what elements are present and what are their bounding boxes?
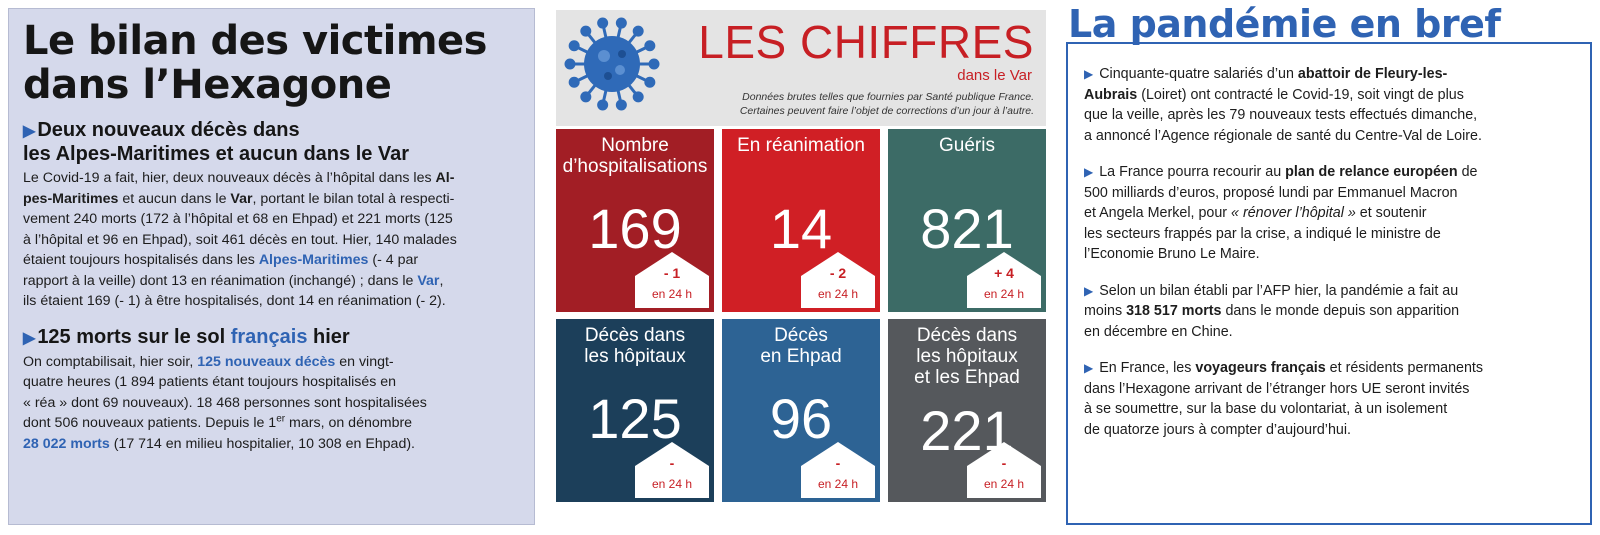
section1-heading: ▶ Deux nouveaux décès dans les Alpes-Mari… bbox=[23, 119, 410, 165]
stat-tile: Nombre d’hospitalisations 169 - 1 en 24 h bbox=[556, 129, 714, 312]
brief-item: ▶ La France pourra recourir au plan de r… bbox=[1084, 164, 1478, 262]
stat-change: - 2 bbox=[829, 265, 847, 281]
house-icon bbox=[967, 442, 1041, 498]
stat-change: - bbox=[669, 455, 675, 471]
stat-unit: en 24 h bbox=[651, 287, 693, 301]
left-title: Le bilan des victimes dans l’Hexagone bbox=[23, 18, 487, 108]
triangle-right-icon: ▶ bbox=[23, 329, 36, 347]
brief-item: ▶ Selon un bilan établi par l’AFP hier, … bbox=[1084, 282, 1460, 340]
stat-label: Décès dans les hôpitaux bbox=[584, 325, 686, 367]
stat-label: Nombre d’hospitalisations bbox=[562, 135, 708, 177]
figures-infographic: LES CHIFFRES dans le Var Données brutes … bbox=[556, 10, 1046, 523]
stat-tile: Décès en Ehpad 96- en 24 h bbox=[722, 319, 880, 502]
stat-value: 14 bbox=[769, 197, 833, 260]
section2-body: On comptabilisait, hier soir, 125 nouvea… bbox=[23, 353, 427, 452]
stat-unit: en 24 h bbox=[817, 477, 859, 491]
right-article: ▶ Cinquante-quatre salariés d’un abattoi… bbox=[1066, 42, 1592, 525]
house-icon bbox=[967, 252, 1041, 308]
stat-unit: en 24 h bbox=[983, 477, 1025, 491]
section1-body: Le Covid-19 a fait, hier, deux nouveaux … bbox=[23, 170, 457, 309]
section2-heading: ▶ 125 morts sur le sol français hier bbox=[23, 325, 350, 348]
house-icon bbox=[635, 252, 709, 308]
stat-change: - 1 bbox=[663, 265, 681, 281]
stat-unit: en 24 h bbox=[651, 477, 693, 491]
stat-change: + 4 bbox=[994, 265, 1014, 281]
virus-icon bbox=[564, 17, 660, 111]
house-icon bbox=[801, 442, 875, 498]
stat-label: Décès dans les hôpitaux et les Ehpad bbox=[914, 325, 1020, 388]
triangle-right-icon: ▶ bbox=[1084, 165, 1094, 179]
stat-value: 169 bbox=[588, 197, 682, 260]
left-article: Le bilan des victimes dans l’Hexagone ▶ D… bbox=[8, 8, 535, 525]
stat-tile: Décès dans les hôpitaux et les Ehpad 221- en… bbox=[888, 319, 1046, 502]
brief-item: ▶ En France, les voyageurs français et r… bbox=[1084, 360, 1484, 438]
stat-change: - bbox=[1001, 455, 1007, 471]
house-icon bbox=[801, 252, 875, 308]
triangle-right-icon: ▶ bbox=[1084, 67, 1094, 81]
stat-unit: en 24 h bbox=[817, 287, 859, 301]
brief-item: ▶ Cinquante-quatre salariés d’un abattoi… bbox=[1084, 66, 1482, 144]
stat-tile: Guéris 821 + 4 en 24 h bbox=[888, 129, 1046, 312]
stat-label: Décès en Ehpad bbox=[760, 325, 842, 367]
figures-subtitle: dans le Var bbox=[957, 67, 1032, 84]
stat-tile: Décès dans les hôpitaux 125 - en 24 h bbox=[556, 319, 714, 502]
stat-change: - bbox=[835, 455, 841, 471]
stat-tile: En réanimation 14 - 2 en 24 h bbox=[722, 129, 880, 312]
right-title: La pandémie en bref bbox=[1068, 2, 1501, 46]
stat-label: Guéris bbox=[939, 135, 995, 156]
stat-value: 125 bbox=[588, 387, 682, 450]
house-icon bbox=[635, 442, 709, 498]
stat-value: 96 bbox=[769, 387, 833, 450]
stat-label: En réanimation bbox=[737, 135, 865, 156]
figures-header: LES CHIFFRES dans le Var Données brutes … bbox=[556, 10, 1046, 126]
stat-value: 821 bbox=[920, 197, 1014, 260]
triangle-right-icon: ▶ bbox=[1084, 361, 1094, 375]
figures-note: Données brutes telles que fournies par S… bbox=[739, 91, 1034, 117]
triangle-right-icon: ▶ bbox=[1084, 283, 1094, 298]
figures-title: LES CHIFFRES bbox=[698, 16, 1034, 68]
stat-unit: en 24 h bbox=[983, 287, 1025, 301]
triangle-right-icon: ▶ bbox=[23, 123, 36, 140]
